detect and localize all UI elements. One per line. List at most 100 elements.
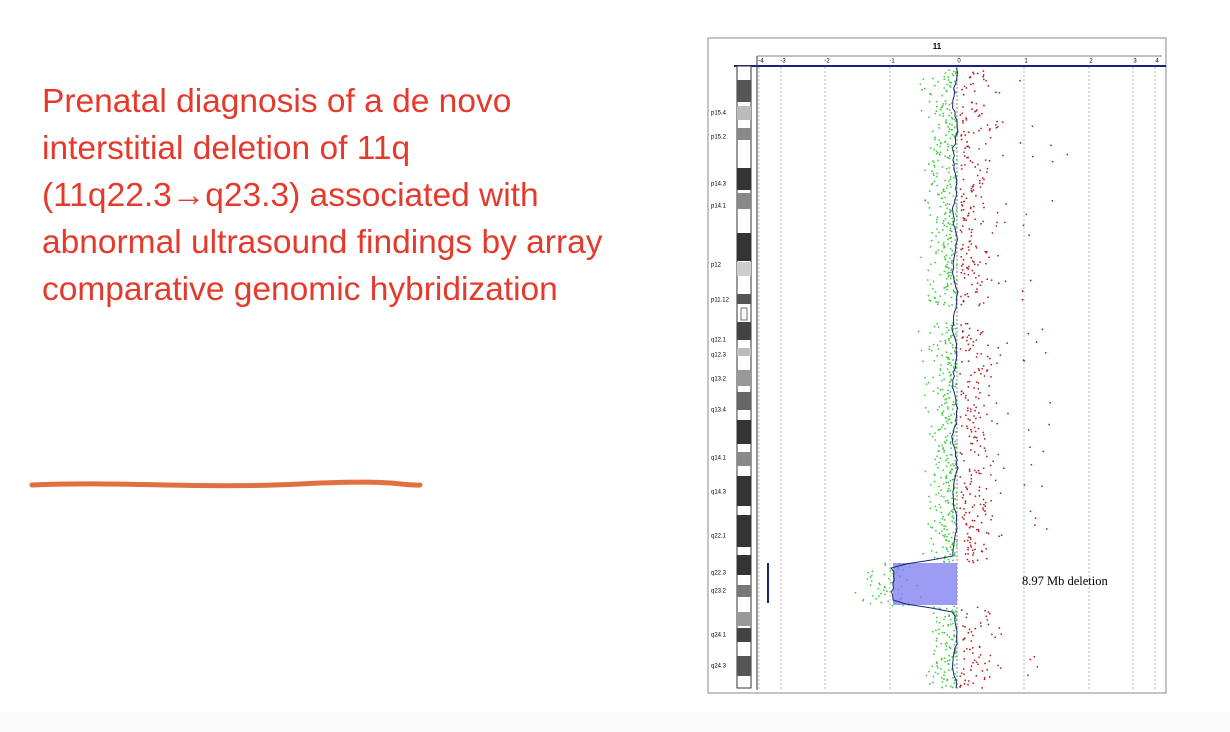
probe [953, 504, 956, 507]
probe [946, 143, 949, 146]
probe [960, 303, 963, 306]
chromosome-band [737, 628, 751, 642]
probe [951, 403, 954, 406]
probe [945, 648, 947, 651]
probe [984, 510, 986, 513]
probe [929, 500, 932, 503]
probe [949, 479, 952, 482]
probe [980, 127, 982, 130]
probe [938, 374, 941, 377]
probe [932, 343, 935, 346]
probe [870, 574, 873, 577]
probe [990, 375, 992, 378]
probe [1051, 199, 1054, 202]
probe [996, 254, 999, 257]
chromosome-band [737, 555, 751, 575]
probe [989, 654, 992, 657]
probe [970, 374, 972, 377]
probe [937, 387, 939, 389]
probe [979, 186, 982, 189]
probe [978, 179, 981, 182]
probe [966, 145, 968, 148]
probe [943, 618, 945, 621]
probe [969, 541, 971, 544]
probe [945, 122, 948, 124]
probe [959, 188, 962, 191]
chromosome-band [737, 233, 751, 261]
probe [946, 528, 949, 531]
probe [937, 466, 940, 469]
probe [948, 215, 951, 218]
probe [990, 279, 993, 281]
probe [922, 78, 925, 81]
probe [943, 256, 946, 258]
probe [978, 114, 981, 117]
probe [985, 79, 988, 82]
probe [950, 254, 953, 257]
probe [976, 439, 979, 442]
probe [963, 155, 966, 157]
probe [979, 261, 982, 264]
probe [988, 676, 991, 678]
probe [1036, 666, 1039, 668]
probe [980, 196, 983, 198]
probe [942, 372, 945, 375]
probe [963, 673, 965, 676]
probe [946, 108, 949, 110]
probe [974, 417, 977, 420]
probe [960, 138, 963, 141]
probe [945, 607, 948, 610]
probe [970, 480, 973, 483]
probe [927, 294, 930, 297]
probe [984, 449, 987, 452]
probe [977, 367, 980, 370]
probe [971, 190, 973, 193]
probe [953, 612, 956, 614]
probe [949, 341, 952, 344]
probe [936, 408, 939, 411]
probe [970, 474, 973, 476]
probe [969, 493, 972, 495]
probe [982, 503, 985, 506]
probe [953, 324, 956, 327]
probe [947, 275, 950, 278]
probe [960, 195, 963, 198]
probe [948, 304, 951, 307]
probe [854, 591, 857, 594]
probe [966, 141, 968, 143]
probe [947, 514, 950, 516]
probe [991, 232, 994, 234]
probe [978, 495, 981, 497]
probe [946, 454, 948, 457]
probe [955, 215, 958, 218]
probe [946, 363, 949, 366]
chromosome-band [737, 128, 751, 140]
probe [985, 531, 988, 534]
probe [941, 197, 944, 200]
probe [983, 676, 986, 679]
probe [982, 431, 985, 434]
probe [938, 607, 941, 610]
probe [945, 254, 948, 257]
probe [981, 330, 984, 333]
probe [952, 511, 954, 514]
probe [941, 333, 944, 336]
probe [978, 369, 981, 372]
chromosome-band [737, 420, 751, 444]
probe [962, 638, 965, 641]
probe [991, 515, 994, 517]
probe [947, 180, 950, 182]
probe [994, 124, 997, 126]
probe [869, 602, 872, 605]
probe [948, 237, 951, 240]
probe [976, 329, 979, 332]
probe [945, 134, 948, 137]
probe [929, 299, 932, 302]
probe [936, 228, 938, 230]
probe [949, 623, 952, 626]
probe [978, 274, 980, 277]
probe [934, 261, 937, 264]
probe [935, 637, 938, 640]
probe [953, 80, 956, 83]
probe [951, 217, 954, 220]
